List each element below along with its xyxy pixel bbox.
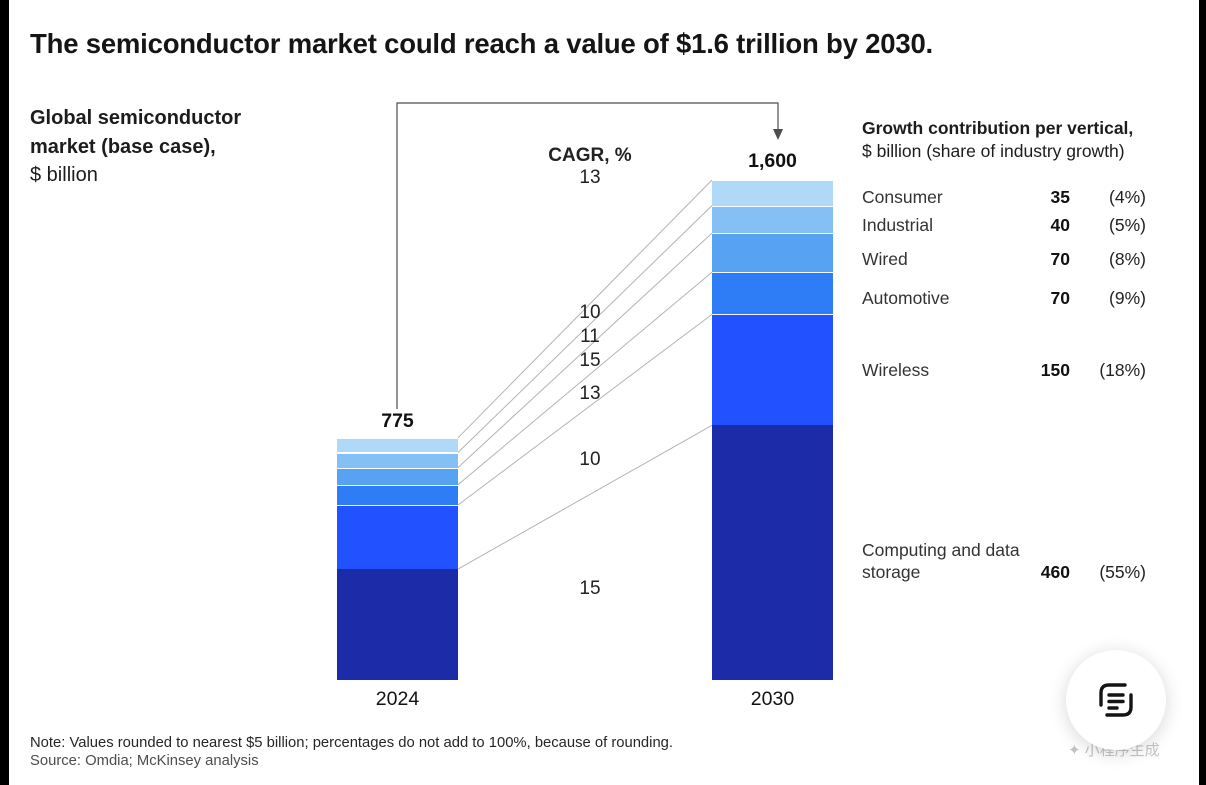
chart-axis-title: Global semiconductor market (base case),… [30,104,292,190]
vertical-value: 40 [1050,215,1070,235]
right-panel-header-sub: $ billion (share of industry growth) [862,140,1125,161]
right-panel-header: Growth contribution per vertical, $ bill… [862,117,1172,162]
cagr-value-computing-and-data-storage: 15 [579,578,601,599]
vertical-row-computing: Computing and data storage 460 (55%) [862,540,1146,583]
vertical-row-automotive: Automotive 70 (9%) [862,288,1146,310]
page-title: The semiconductor market could reach a v… [30,28,933,59]
x-axis-label-2024: 2024 [375,688,420,710]
vertical-label: Industrial [862,215,934,235]
vertical-share: (9%) [1109,288,1146,308]
vertical-label: Wireless [862,360,930,380]
cagr-value-industrial: 11 [580,326,600,347]
vertical-value: 150 [1040,360,1070,380]
bar-segment-2024-wireless [337,505,458,570]
right-black-edge [1199,0,1206,785]
vertical-label: Computing and data storage [862,540,1020,582]
x-axis-label-2030: 2030 [750,688,795,710]
bar-segment-2030-wired [712,233,833,273]
cagr-overall-value: 13 [579,167,601,188]
vertical-row-consumer: Consumer 35 (4%) [862,187,1146,209]
bar-segment-2030-industrial [712,205,833,234]
footnote: Note: Values rounded to nearest $5 billi… [30,735,674,751]
bar-segment-2024-industrial [337,452,458,468]
cagr-value-wired: 15 [579,350,601,371]
bar-segment-2030-automotive [712,272,833,315]
vertical-share: (18%) [1099,360,1146,380]
chart-title-text: Global semiconductor market (base case), [30,107,242,158]
right-panel-header-bold: Growth contribution per vertical, [862,118,1134,138]
cagr-value-consumer: 10 [579,302,601,323]
left-black-edge [0,0,9,785]
vertical-value: 35 [1050,187,1070,207]
vertical-row-wired: Wired 70 (8%) [862,249,1146,271]
vertical-share: (5%) [1109,215,1146,235]
vertical-row-industrial: Industrial 40 (5%) [862,215,1146,237]
bar-segment-2030-wireless [712,314,833,426]
scan-tool-button[interactable] [1066,650,1166,750]
vertical-label: Consumer [862,187,943,207]
vertical-share: (4%) [1109,187,1146,207]
source-line: Source: Omdia; McKinsey analysis [30,753,259,769]
cagr-header: CAGR, % [548,145,632,166]
bar-segment-2024-wired [337,467,458,485]
vertical-value: 70 [1050,249,1070,269]
vertical-label: Wired [862,249,908,269]
bar-segment-2030-computing-and-data-storage [712,425,833,680]
cagr-value-automotive: 13 [579,383,601,404]
vertical-label: Automotive [862,288,950,308]
cagr-value-wireless: 10 [579,449,601,470]
bar-segment-2024-consumer [337,437,458,453]
segment-connector-line [457,424,713,570]
total-label-2030: 1,600 [748,150,797,172]
sparkle-icon: ✦ [1068,742,1081,759]
vertical-share: (8%) [1109,249,1146,269]
total-label-2024: 775 [381,410,414,432]
bar-segment-2024-computing-and-data-storage [337,569,458,680]
vertical-share: (55%) [1099,562,1146,582]
chart-unit-text: $ billion [30,164,98,186]
bar-segment-2024-automotive [337,484,458,505]
scan-text-icon [1099,683,1133,717]
arrow-down-icon [773,129,783,140]
vertical-value: 460 [1040,562,1070,582]
vertical-row-wireless: Wireless 150 (18%) [862,360,1146,382]
vertical-value: 70 [1050,288,1070,308]
bar-segment-2030-consumer [712,180,833,206]
